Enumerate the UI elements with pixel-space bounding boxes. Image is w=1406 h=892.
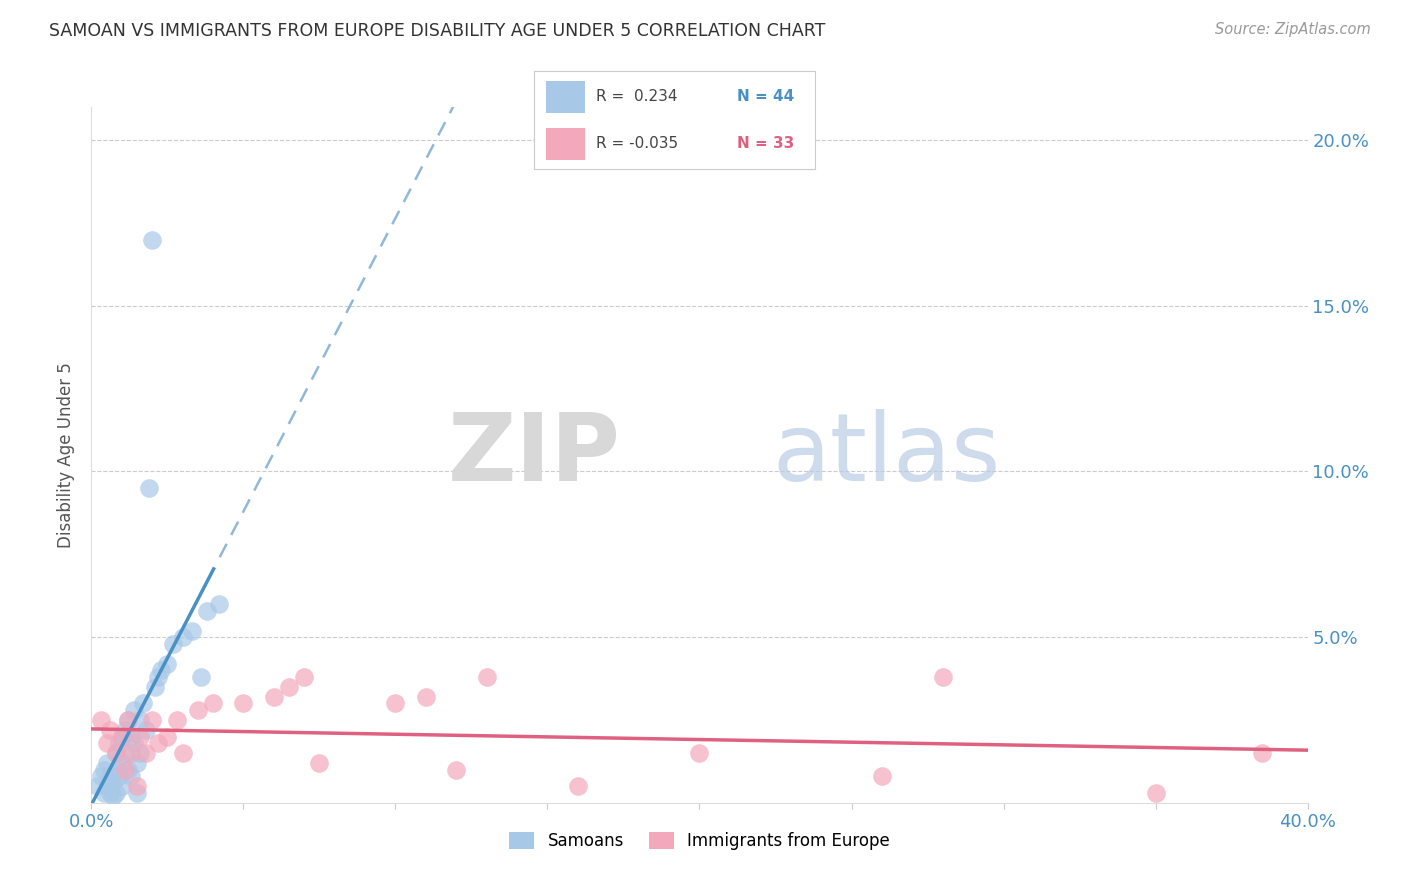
- Point: [263, 690, 285, 704]
- Text: atlas: atlas: [772, 409, 1001, 501]
- Point: [125, 779, 148, 793]
- Point: [104, 746, 127, 760]
- Point: [444, 763, 467, 777]
- Point: [143, 680, 166, 694]
- Point: [101, 789, 124, 804]
- Point: [172, 746, 194, 760]
- Point: [208, 597, 231, 611]
- Point: [688, 746, 710, 760]
- Point: [931, 670, 953, 684]
- Point: [162, 637, 184, 651]
- Y-axis label: Disability Age Under 5: Disability Age Under 5: [58, 362, 76, 548]
- Point: [567, 779, 589, 793]
- Text: R =  0.234: R = 0.234: [596, 89, 678, 104]
- Point: [415, 690, 437, 704]
- Point: [93, 763, 115, 777]
- Point: [111, 756, 134, 770]
- Bar: [546, 128, 585, 160]
- Point: [180, 624, 202, 638]
- Point: [111, 779, 134, 793]
- Point: [129, 746, 152, 760]
- Point: [104, 786, 127, 800]
- Point: [89, 769, 111, 783]
- Point: [1144, 786, 1167, 800]
- Point: [187, 703, 209, 717]
- Point: [190, 670, 212, 684]
- Point: [202, 697, 225, 711]
- Point: [870, 769, 893, 783]
- Point: [122, 736, 145, 750]
- Point: [132, 697, 155, 711]
- Point: [120, 730, 142, 744]
- Point: [120, 769, 142, 783]
- Point: [141, 233, 163, 247]
- Point: [195, 604, 218, 618]
- Point: [101, 776, 124, 790]
- Point: [166, 713, 188, 727]
- Point: [278, 680, 301, 694]
- Point: [384, 697, 406, 711]
- Point: [148, 670, 170, 684]
- Point: [98, 723, 121, 737]
- Text: Source: ZipAtlas.com: Source: ZipAtlas.com: [1215, 22, 1371, 37]
- Point: [98, 769, 121, 783]
- Point: [150, 663, 173, 677]
- Point: [156, 730, 179, 744]
- Bar: [546, 81, 585, 112]
- Legend: Samoans, Immigrants from Europe: Samoans, Immigrants from Europe: [502, 826, 897, 857]
- Point: [292, 670, 315, 684]
- Point: [107, 736, 129, 750]
- Point: [114, 723, 136, 737]
- Point: [104, 763, 127, 777]
- Text: N = 44: N = 44: [737, 89, 794, 104]
- Point: [104, 746, 127, 760]
- Point: [172, 630, 194, 644]
- Point: [156, 657, 179, 671]
- Point: [135, 723, 157, 737]
- Point: [129, 713, 152, 727]
- Point: [122, 703, 145, 717]
- Point: [135, 746, 157, 760]
- Text: SAMOAN VS IMMIGRANTS FROM EUROPE DISABILITY AGE UNDER 5 CORRELATION CHART: SAMOAN VS IMMIGRANTS FROM EUROPE DISABIL…: [49, 22, 825, 40]
- Text: ZIP: ZIP: [447, 409, 620, 501]
- Point: [475, 670, 498, 684]
- Point: [120, 746, 142, 760]
- Point: [114, 763, 136, 777]
- Point: [96, 756, 118, 770]
- Text: R = -0.035: R = -0.035: [596, 136, 678, 152]
- Point: [96, 779, 118, 793]
- Point: [125, 756, 148, 770]
- Point: [117, 763, 139, 777]
- Point: [96, 736, 118, 750]
- Point: [232, 697, 254, 711]
- Point: [1251, 746, 1274, 760]
- Point: [111, 730, 134, 744]
- Text: N = 33: N = 33: [737, 136, 794, 152]
- Point: [111, 730, 134, 744]
- Point: [114, 746, 136, 760]
- Point: [141, 713, 163, 727]
- Point: [93, 786, 115, 800]
- Point: [86, 779, 108, 793]
- Point: [98, 786, 121, 800]
- Point: [89, 713, 111, 727]
- Point: [107, 769, 129, 783]
- Point: [148, 736, 170, 750]
- Point: [125, 786, 148, 800]
- Point: [117, 713, 139, 727]
- Point: [117, 713, 139, 727]
- Point: [129, 730, 152, 744]
- Point: [308, 756, 330, 770]
- Point: [138, 481, 160, 495]
